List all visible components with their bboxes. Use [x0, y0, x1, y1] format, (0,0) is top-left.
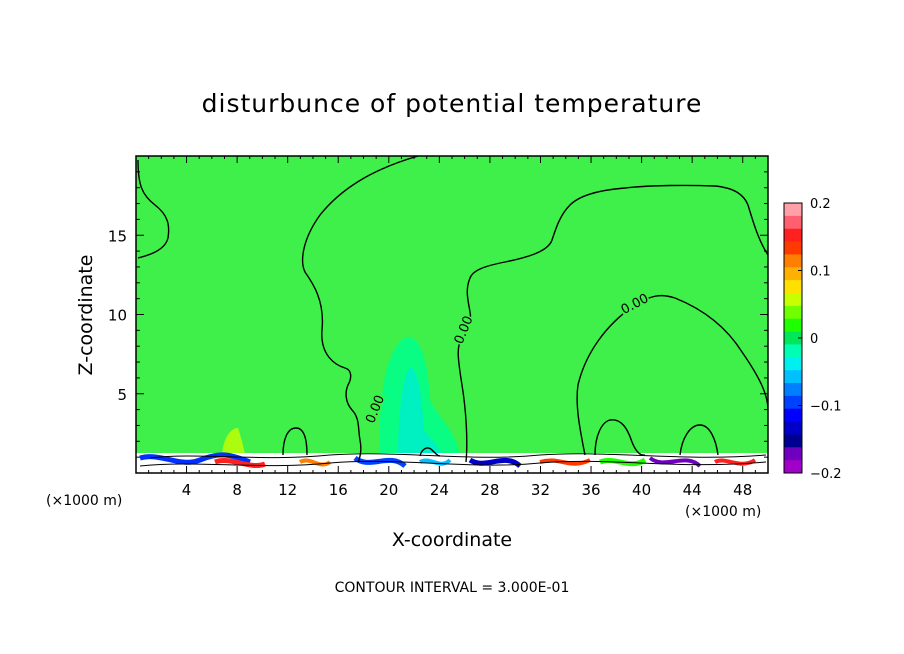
colorbar-swatch — [784, 383, 802, 397]
colorbar-swatch — [784, 254, 802, 268]
colorbar-swatch — [784, 344, 802, 358]
x-tick-label: 48 — [733, 481, 752, 499]
x-axis: 4 8 12 16 20 24 28 32 36 40 44 48 — [148, 156, 756, 499]
x-tick-label: 4 — [182, 481, 192, 499]
x-unit-left: (×1000 m) — [46, 493, 122, 509]
colorbar-swatch — [784, 241, 802, 255]
y-tick-label: 15 — [108, 227, 127, 245]
x-tick-label: 28 — [480, 481, 499, 499]
colorbar-swatch — [784, 280, 802, 294]
contour-right-dome — [576, 294, 768, 456]
plot-background — [136, 156, 768, 473]
plot-area: 0.000.000.00 — [136, 156, 768, 473]
contour-bump-d — [419, 447, 441, 457]
colorbar-swatch — [784, 447, 802, 461]
contour-bump-c — [679, 424, 719, 456]
contour-central-lobe — [301, 156, 419, 463]
x-unit-right: (×1000 m) — [685, 504, 761, 520]
x-axis-label: X-coordinate — [392, 529, 512, 551]
x-tick-label: 16 — [329, 481, 348, 499]
colorbar-swatch — [784, 331, 802, 345]
contour-label-bg — [362, 392, 386, 426]
y-tick-label: 10 — [108, 307, 127, 325]
colorbar-tick-label: −0.1 — [810, 400, 842, 415]
contour-interval-note: CONTOUR INTERVAL = 3.000E-01 — [335, 580, 570, 596]
colorbar-swatch — [784, 357, 802, 371]
colorbar-swatch — [784, 203, 802, 217]
x-tick-label: 20 — [379, 481, 398, 499]
colorbar-swatch — [784, 228, 802, 243]
contour-label-bg — [617, 290, 651, 316]
x-tick-label: 44 — [683, 481, 702, 499]
colorbar-swatch — [784, 267, 802, 281]
contour-bump-a — [282, 427, 308, 456]
colorbar-tick-label: −0.2 — [810, 467, 842, 482]
colorbar-tick-label: 0 — [810, 332, 818, 347]
contour-label-bg — [450, 313, 474, 346]
colorbar-swatch — [784, 305, 802, 320]
colorbar-swatch — [784, 395, 802, 410]
colorbar-swatch — [784, 318, 802, 333]
colorbar: 0.2 0.1 0 −0.1 −0.2 — [783, 197, 842, 482]
y-axis-label: Z-coordinate — [75, 255, 97, 376]
colorbar-swatch — [784, 434, 802, 448]
colorbar-swatch — [784, 460, 802, 474]
colorbar-swatch — [784, 408, 802, 423]
x-tick-label: 8 — [232, 481, 242, 499]
surface-layer — [136, 452, 768, 473]
y-axis: 5 10 15 — [108, 171, 768, 458]
colorbar-swatch — [784, 370, 802, 384]
chart-title: disturbunce of potential temperature — [202, 89, 703, 118]
colorbar-tick-label: 0.2 — [810, 197, 831, 212]
colorbar-swatch — [784, 215, 802, 230]
x-tick-label: 32 — [531, 481, 550, 499]
x-tick-label: 24 — [430, 481, 449, 499]
x-tick-label: 12 — [278, 481, 297, 499]
colorbar-swatch — [784, 293, 802, 307]
contour-left-edge — [137, 159, 170, 259]
colorbar-swatch — [784, 421, 802, 435]
cold-plume-inner — [398, 367, 444, 458]
y-tick-label: 5 — [117, 386, 127, 404]
x-tick-label: 40 — [632, 481, 651, 499]
warm-patch — [222, 428, 246, 458]
contour-bump-b — [594, 419, 646, 456]
x-tick-label: 36 — [581, 481, 600, 499]
colorbar-tick-label: 0.1 — [810, 265, 831, 280]
